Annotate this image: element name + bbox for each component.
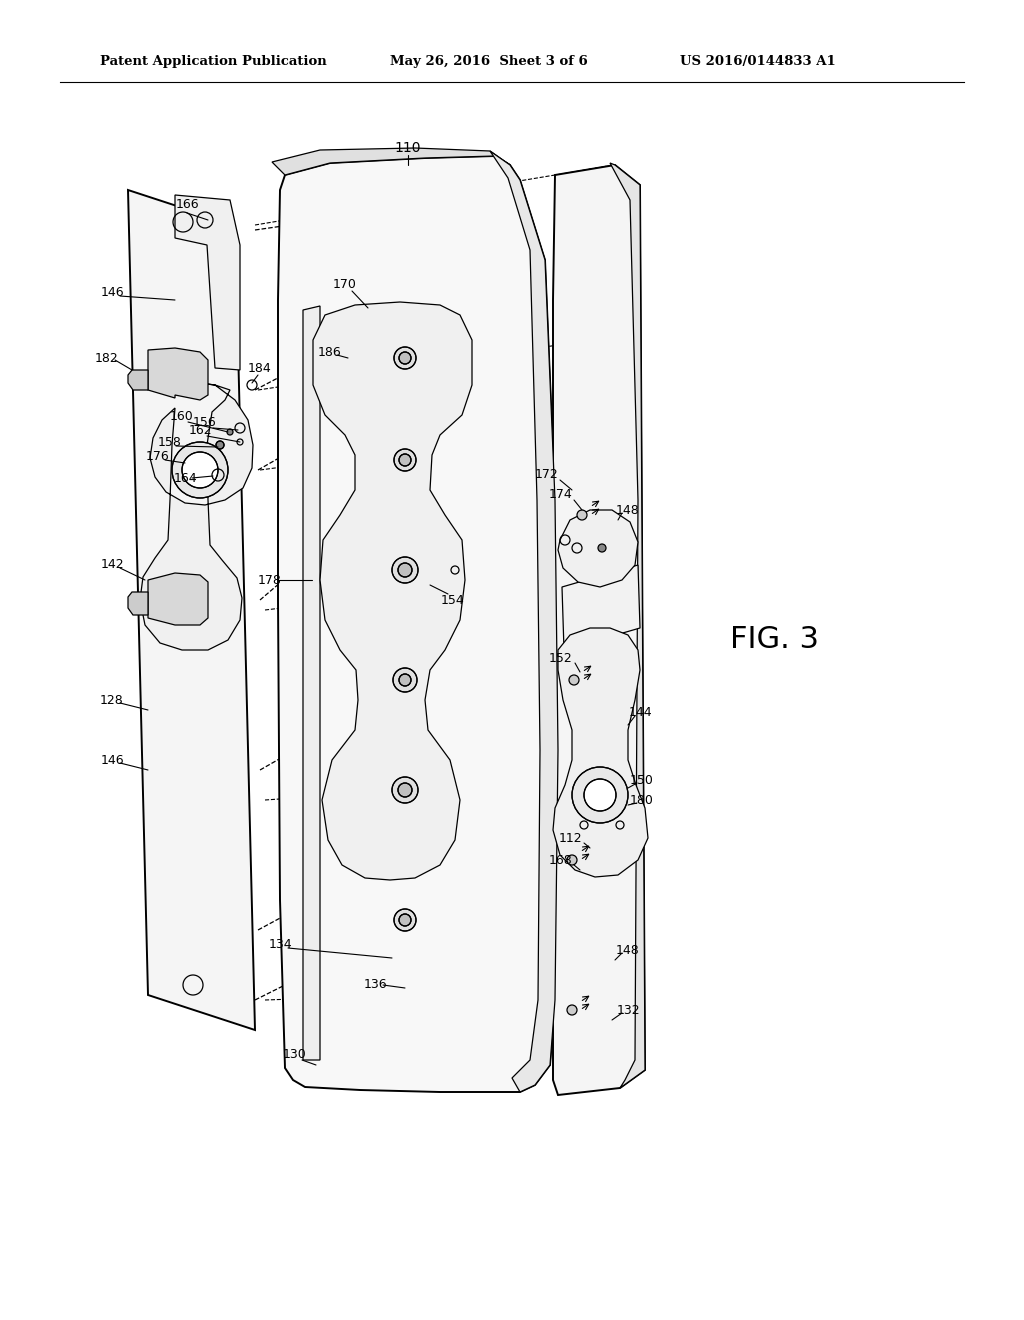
Text: US 2016/0144833 A1: US 2016/0144833 A1	[680, 55, 836, 69]
Polygon shape	[558, 510, 638, 587]
Circle shape	[584, 779, 616, 810]
Polygon shape	[128, 370, 148, 389]
Polygon shape	[553, 628, 648, 876]
Text: 176: 176	[146, 450, 170, 463]
Text: 112: 112	[558, 832, 582, 845]
Text: 164: 164	[173, 471, 197, 484]
Polygon shape	[313, 302, 472, 880]
Text: 174: 174	[548, 488, 572, 502]
Polygon shape	[272, 148, 510, 176]
Text: 162: 162	[188, 424, 212, 437]
Text: 136: 136	[364, 978, 387, 991]
Text: 142: 142	[100, 558, 124, 572]
Circle shape	[399, 913, 411, 927]
Circle shape	[182, 451, 218, 488]
Circle shape	[394, 909, 416, 931]
Circle shape	[399, 352, 411, 364]
Circle shape	[577, 510, 587, 520]
Text: 180: 180	[630, 793, 654, 807]
Polygon shape	[553, 165, 645, 1096]
Text: 172: 172	[535, 469, 558, 482]
Text: 144: 144	[628, 705, 652, 718]
Polygon shape	[128, 591, 148, 615]
Circle shape	[567, 855, 577, 865]
Circle shape	[398, 783, 412, 797]
Circle shape	[392, 777, 418, 803]
Polygon shape	[148, 348, 208, 400]
Text: 110: 110	[394, 141, 421, 154]
Circle shape	[569, 675, 579, 685]
Polygon shape	[128, 190, 255, 1030]
Polygon shape	[562, 565, 640, 649]
Circle shape	[394, 449, 416, 471]
Circle shape	[567, 1005, 577, 1015]
Text: 166: 166	[175, 198, 199, 211]
Polygon shape	[303, 306, 319, 1060]
Text: 152: 152	[548, 652, 572, 664]
Text: 134: 134	[268, 939, 292, 952]
Circle shape	[598, 544, 606, 552]
Text: 156: 156	[194, 416, 217, 429]
Polygon shape	[148, 573, 208, 624]
Text: 128: 128	[100, 693, 124, 706]
Polygon shape	[175, 195, 240, 370]
Polygon shape	[490, 150, 558, 1092]
Polygon shape	[278, 156, 558, 1092]
Text: Patent Application Publication: Patent Application Publication	[100, 55, 327, 69]
Text: 182: 182	[95, 351, 119, 364]
Text: FIG. 3: FIG. 3	[730, 626, 819, 655]
Text: 178: 178	[258, 573, 282, 586]
Circle shape	[393, 668, 417, 692]
Polygon shape	[610, 162, 645, 1088]
Text: 130: 130	[283, 1048, 307, 1061]
Text: 148: 148	[616, 944, 640, 957]
Text: 154: 154	[441, 594, 465, 606]
Text: 168: 168	[548, 854, 572, 866]
Text: 148: 148	[616, 503, 640, 516]
Text: 132: 132	[616, 1003, 640, 1016]
Circle shape	[392, 557, 418, 583]
Circle shape	[394, 347, 416, 370]
Circle shape	[399, 454, 411, 466]
Circle shape	[572, 767, 628, 822]
Text: May 26, 2016  Sheet 3 of 6: May 26, 2016 Sheet 3 of 6	[390, 55, 588, 69]
Circle shape	[172, 442, 228, 498]
Circle shape	[398, 564, 412, 577]
Text: 158: 158	[158, 437, 182, 450]
Text: 146: 146	[100, 285, 124, 298]
Text: 186: 186	[318, 346, 342, 359]
Text: 160: 160	[170, 409, 194, 422]
Circle shape	[227, 429, 233, 436]
Text: 170: 170	[333, 279, 357, 292]
Polygon shape	[140, 380, 253, 649]
Circle shape	[216, 441, 224, 449]
Text: 150: 150	[630, 774, 654, 787]
Text: 184: 184	[248, 362, 272, 375]
Text: 146: 146	[100, 754, 124, 767]
Circle shape	[399, 675, 411, 686]
